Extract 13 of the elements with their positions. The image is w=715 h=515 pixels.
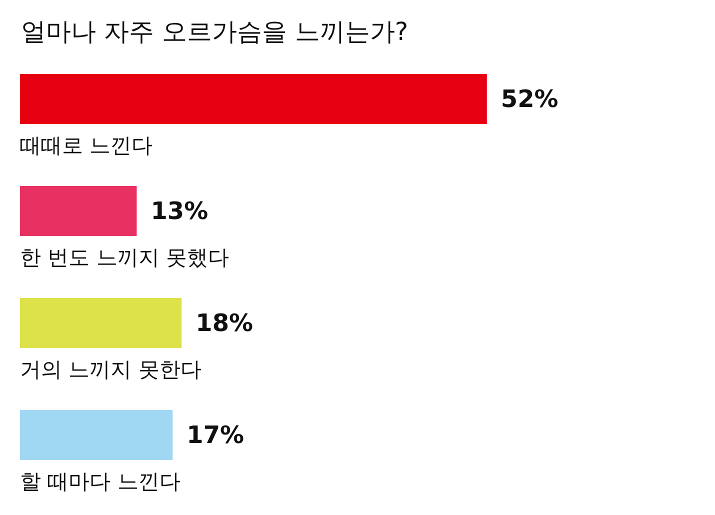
y-tick-label: 한 번도 느끼지 못했다 — [20, 246, 230, 270]
bar — [20, 298, 182, 348]
bar — [20, 186, 137, 236]
y-tick-label: 거의 느끼지 못한다 — [20, 358, 202, 382]
data-label: 17% — [186, 421, 244, 449]
y-tick-label: 때때로 느낀다 — [20, 134, 153, 158]
bar — [20, 410, 173, 460]
data-label: 13% — [150, 197, 208, 225]
bar — [20, 74, 487, 124]
data-label: 52% — [500, 85, 558, 113]
data-label: 18% — [196, 309, 254, 337]
y-tick-label: 할 때마다 느낀다 — [20, 470, 180, 494]
chart-title: 얼마나 자주 오르가슴을 느끼는가? — [21, 17, 408, 46]
